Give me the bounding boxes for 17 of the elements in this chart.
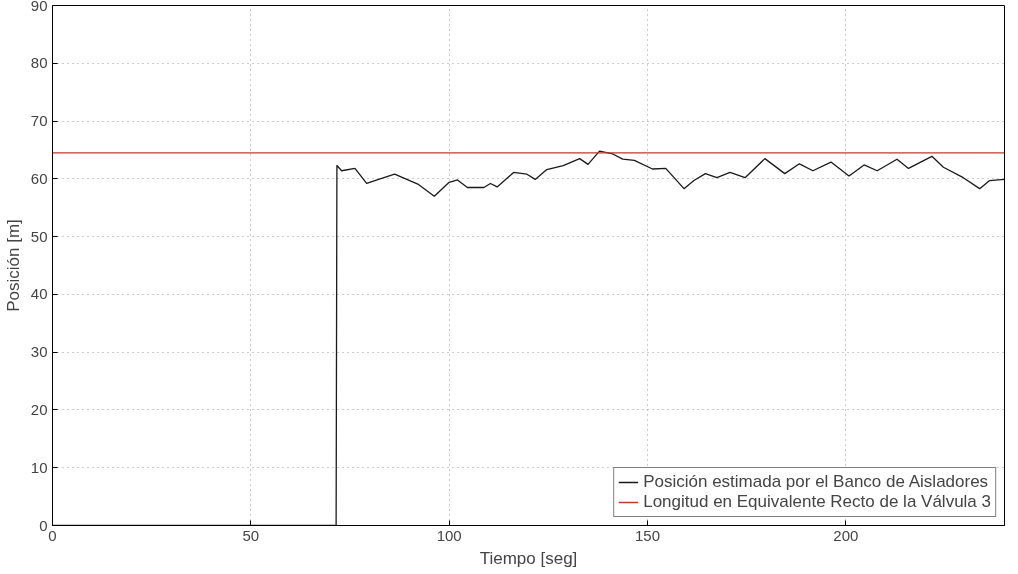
x-tick-label: 200: [833, 526, 859, 544]
x-tick-label: 150: [634, 526, 661, 544]
y-tick-label: 40: [30, 285, 48, 303]
y-tick-label: 50: [30, 227, 48, 245]
legend-label: Longitud en Equivalente Recto de la Válvula 3: [643, 492, 991, 512]
y-axis-title: Posición [m]: [3, 219, 23, 312]
y-tick-label: 30: [30, 343, 48, 361]
x-tick-label: 100: [436, 526, 462, 544]
y-tick-label: 80: [30, 54, 48, 72]
x-axis-title: Tiempo [seg]: [479, 548, 578, 568]
x-tick-label: 50: [242, 526, 260, 544]
y-tick-label: 60: [30, 169, 48, 187]
y-tick-label: 70: [30, 112, 48, 130]
legend-label: Posición estimada por el Banco de Aisladores: [643, 472, 989, 492]
y-tick-label: 10: [30, 458, 48, 476]
y-tick-label: 90: [30, 0, 48, 14]
y-tick-label: 20: [30, 400, 48, 418]
